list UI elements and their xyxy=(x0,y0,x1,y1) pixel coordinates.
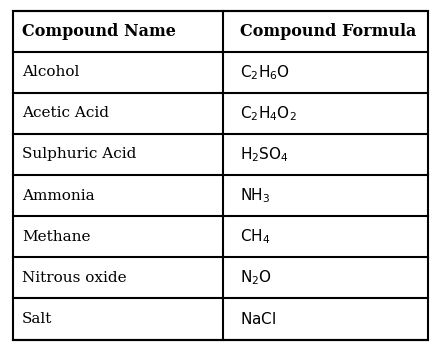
Text: Compound Formula: Compound Formula xyxy=(240,22,417,40)
Text: Alcohol: Alcohol xyxy=(22,65,79,79)
Text: $\mathrm{NH}_{3}$: $\mathrm{NH}_{3}$ xyxy=(240,186,271,205)
Text: $\mathrm{H}_{2}\mathrm{SO}_{4}$: $\mathrm{H}_{2}\mathrm{SO}_{4}$ xyxy=(240,145,289,164)
Text: Sulphuric Acid: Sulphuric Acid xyxy=(22,147,136,161)
Text: Ammonia: Ammonia xyxy=(22,189,95,203)
Text: Methane: Methane xyxy=(22,230,90,244)
Text: $\mathrm{CH}_{4}$: $\mathrm{CH}_{4}$ xyxy=(240,228,271,246)
Text: $\mathrm{C}_{2}\mathrm{H}_{6}\mathrm{O}$: $\mathrm{C}_{2}\mathrm{H}_{6}\mathrm{O}$ xyxy=(240,63,290,82)
Text: Nitrous oxide: Nitrous oxide xyxy=(22,271,127,285)
Text: Salt: Salt xyxy=(22,312,52,326)
Text: Acetic Acid: Acetic Acid xyxy=(22,106,109,120)
Text: Compound Name: Compound Name xyxy=(22,22,176,40)
Text: $\mathrm{N}_{2}\mathrm{O}$: $\mathrm{N}_{2}\mathrm{O}$ xyxy=(240,268,272,287)
Text: $\mathrm{C}_{2}\mathrm{H}_{4}\mathrm{O}_{2}$: $\mathrm{C}_{2}\mathrm{H}_{4}\mathrm{O}_… xyxy=(240,104,297,122)
Text: $\mathrm{NaCl}$: $\mathrm{NaCl}$ xyxy=(240,311,277,327)
